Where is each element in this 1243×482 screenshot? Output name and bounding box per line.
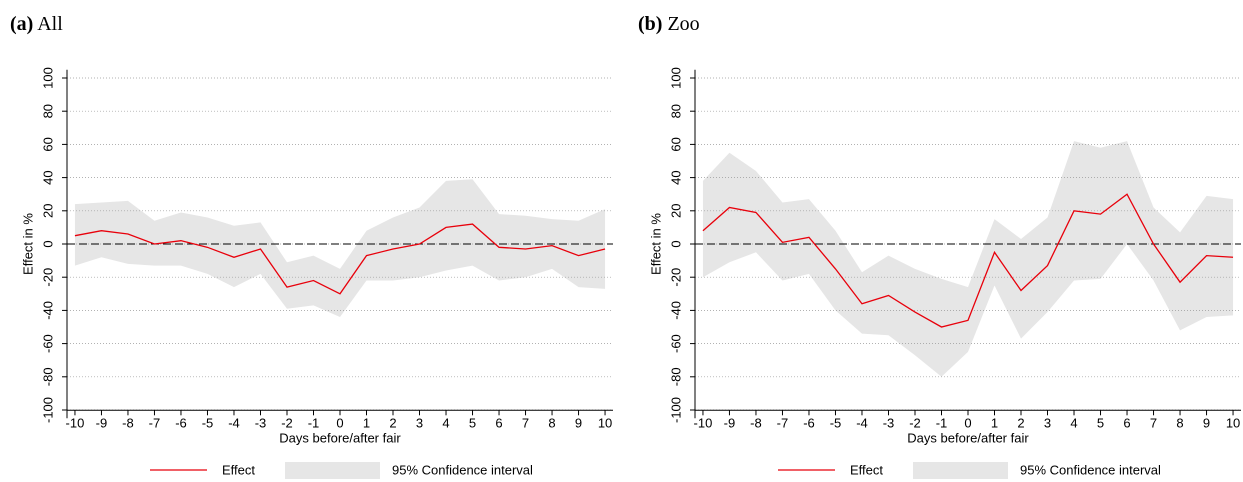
y-tick-label: 40 [40,170,55,184]
legend-label: 95% Confidence interval [1020,462,1161,477]
x-tick-label: 3 [416,416,423,431]
x-tick-label: -10 [66,416,85,431]
x-tick-label: 6 [1123,416,1130,431]
y-tick-label: -40 [668,301,683,320]
x-tick-label: 0 [964,416,971,431]
x-tick-label: 4 [442,416,449,431]
x-tick-label: -6 [175,416,187,431]
y-tick-label: 80 [40,104,55,118]
x-tick-label: 7 [1150,416,1157,431]
y-tick-label: -60 [40,334,55,353]
x-tick-label: 4 [1070,416,1077,431]
x-tick-label: 10 [1226,416,1240,431]
x-tick-label: -4 [228,416,240,431]
panel-title-text: Zoo [667,13,699,35]
legend-label: Effect [850,462,883,477]
y-tick-label: 100 [40,67,55,89]
x-tick-label: 5 [469,416,476,431]
x-tick-label: 8 [548,416,555,431]
x-tick-label: -7 [777,416,789,431]
x-tick-label: -2 [909,416,921,431]
y-tick-label: 80 [668,104,683,118]
x-tick-label: -9 [96,416,108,431]
y-axis-label: Effect in % [20,213,35,275]
x-tick-label: 2 [1017,416,1024,431]
x-tick-label: 2 [389,416,396,431]
confidence-band [702,141,1234,377]
x-axis-label: Days before/after fair [279,431,401,446]
x-tick-label: 6 [495,416,502,431]
y-tick-label: -80 [668,367,683,386]
y-tick-label: -60 [668,334,683,353]
x-tick-label: 9 [575,416,582,431]
y-tick-label: -100 [40,397,55,423]
panel-title-text: All [37,13,63,35]
y-tick-label: 40 [668,170,683,184]
x-tick-label: -5 [830,416,842,431]
y-tick-label: 0 [40,240,55,247]
y-tick-label: -40 [40,301,55,320]
x-axis-label: Days before/after fair [907,431,1029,446]
x-tick-label: -4 [856,416,868,431]
x-tick-label: 0 [336,416,343,431]
effect-line [74,223,606,295]
y-tick-label: 20 [668,204,683,218]
panel-title: (a) All [10,13,63,35]
y-tick-label: 60 [668,137,683,151]
y-tick-label: 100 [668,67,683,89]
y-axis-label: Effect in % [648,213,663,275]
x-tick-label: -9 [724,416,736,431]
x-tick-label: 1 [991,416,998,431]
y-tick-label: -20 [40,268,55,287]
x-tick-label: -6 [803,416,815,431]
y-tick-label: 0 [668,240,683,247]
x-tick-label: -8 [122,416,134,431]
panel-label: (a) [10,13,33,35]
x-tick-label: -3 [255,416,267,431]
effect-line [702,193,1234,328]
x-tick-label: 7 [522,416,529,431]
y-tick-label: -20 [668,268,683,287]
x-tick-label: 9 [1203,416,1210,431]
x-tick-label: -2 [281,416,293,431]
x-tick-label: 10 [598,416,612,431]
legend-label: Effect [222,462,255,477]
x-tick-label: 8 [1176,416,1183,431]
legend-label: 95% Confidence interval [392,462,533,477]
legend-swatch [285,462,380,479]
x-tick-label: -7 [149,416,161,431]
y-tick-label: -80 [40,367,55,386]
x-tick-label: 3 [1044,416,1051,431]
x-tick-label: -10 [694,416,713,431]
x-tick-label: -1 [936,416,948,431]
x-tick-label: -1 [308,416,320,431]
panel-title: (b) Zoo [638,13,700,35]
y-tick-label: 20 [40,204,55,218]
y-tick-label: -100 [668,397,683,423]
panel-label: (b) [638,13,662,35]
x-tick-label: -5 [202,416,214,431]
y-tick-label: 60 [40,137,55,151]
x-tick-label: 1 [363,416,370,431]
legend-swatch [913,462,1008,479]
x-tick-label: -8 [750,416,762,431]
confidence-band [74,179,606,318]
x-tick-label: -3 [883,416,895,431]
x-tick-label: 5 [1097,416,1104,431]
